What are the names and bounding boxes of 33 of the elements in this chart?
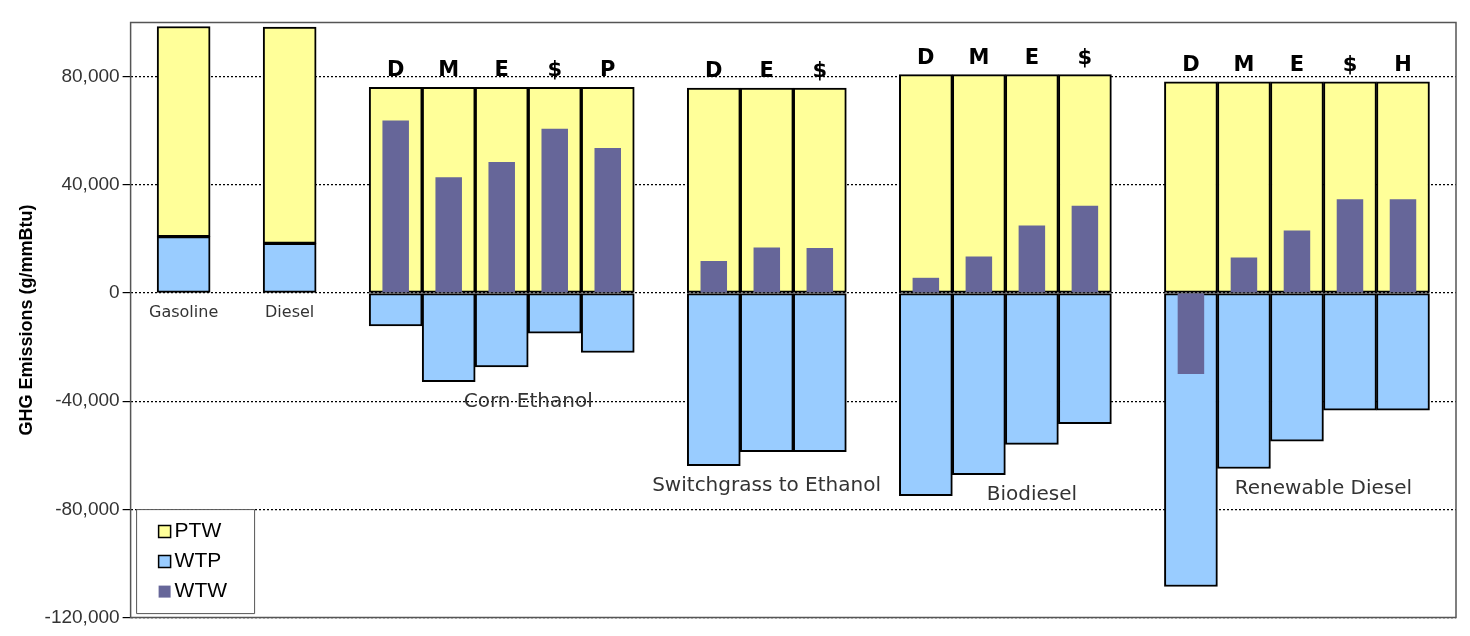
x-tick-label: $	[547, 57, 563, 82]
x-tick-label: E	[1289, 51, 1305, 76]
legend-label: WTP	[174, 548, 222, 572]
y-tick-label: 80,000	[61, 64, 120, 86]
x-tick-label: $	[1077, 44, 1093, 69]
x-tick-label: P	[600, 57, 616, 82]
y-tick-label: 0	[109, 281, 120, 303]
legend-label: PTW	[174, 518, 222, 542]
x-tick-label: D	[1182, 51, 1200, 76]
annotation: Corn Ethanol	[463, 387, 593, 412]
x-tick-label: M	[438, 57, 460, 82]
annotation: Biodiesel	[986, 480, 1078, 505]
y-tick-label: -120,000	[44, 605, 120, 627]
y-axis-title: GHG Emissions (g/mmBtu)	[15, 204, 36, 436]
x-tick-label: H	[1394, 51, 1412, 76]
x-tick-label: E	[494, 57, 509, 82]
y-tick-label: 40,000	[61, 172, 120, 194]
x-tick-label: Gasoline	[149, 302, 219, 322]
legend-label: WTW	[174, 578, 228, 602]
annotation: Renewable Diesel	[1234, 474, 1413, 499]
x-tick-label: M	[968, 44, 990, 69]
x-tick-label: E	[759, 58, 774, 83]
x-tick-label: E	[1024, 44, 1040, 69]
x-tick-label: D	[705, 58, 723, 83]
x-tick-label: Diesel	[265, 302, 315, 322]
y-tick-label: -80,000	[55, 497, 120, 519]
x-tick-label: D	[386, 57, 405, 82]
x-tick-label: $	[1342, 51, 1358, 76]
x-tick-label: M	[1233, 51, 1255, 76]
y-tick-label: -40,000	[55, 389, 120, 411]
x-tick-label: $	[812, 58, 828, 83]
x-tick-label: D	[917, 44, 935, 69]
annotation: Switchgrass to Ethanol	[652, 471, 881, 496]
